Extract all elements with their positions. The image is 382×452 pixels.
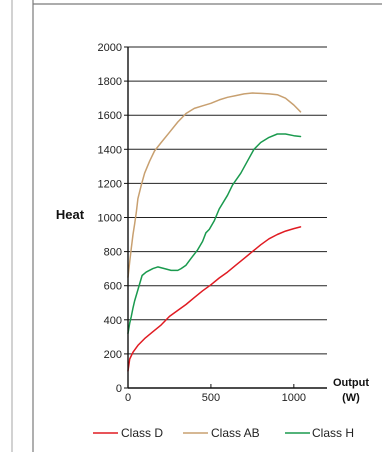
legend: Class D Class AB Class H bbox=[93, 426, 354, 440]
y-tick-label-200: 200 bbox=[104, 349, 122, 361]
x-axis-title-line1: Output bbox=[333, 377, 369, 389]
x-tick-label-0: 0 bbox=[125, 392, 131, 404]
legend-label-class-h: Class H bbox=[312, 426, 354, 440]
y-axis-title: Heat bbox=[56, 207, 85, 222]
y-tick-labels: 0 200 400 600 800 1000 1200 1400 1600 1800 2000 bbox=[98, 42, 122, 395]
x-tick-label-1000: 1000 bbox=[282, 392, 306, 404]
legend-label-class-ab: Class AB bbox=[211, 426, 260, 440]
y-tick-label-800: 800 bbox=[104, 247, 122, 259]
x-axis-title-line2: (W) bbox=[342, 392, 360, 404]
series-line-class-ab bbox=[127, 92, 302, 278]
y-tick-label-2000: 2000 bbox=[98, 42, 122, 54]
grid bbox=[128, 46, 327, 355]
y-tick-label-1600: 1600 bbox=[98, 110, 122, 122]
axes bbox=[124, 46, 327, 389]
y-tick-label-1000: 1000 bbox=[98, 213, 122, 225]
y-tick-label-1200: 1200 bbox=[98, 178, 122, 190]
legend-label-class-d: Class D bbox=[121, 426, 163, 440]
y-tick-label-1800: 1800 bbox=[98, 76, 122, 88]
y-tick-label-400: 400 bbox=[104, 315, 122, 327]
y-tick-label-1400: 1400 bbox=[98, 144, 122, 156]
y-tick-label-600: 600 bbox=[104, 281, 122, 293]
x-tick-labels: 0 500 1000 bbox=[125, 392, 306, 404]
series-line-class-d bbox=[127, 226, 302, 372]
x-tick-label-500: 500 bbox=[202, 392, 220, 404]
series-line-class-h bbox=[127, 133, 302, 335]
y-tick-label-0: 0 bbox=[116, 383, 122, 395]
series-lines bbox=[127, 92, 302, 372]
